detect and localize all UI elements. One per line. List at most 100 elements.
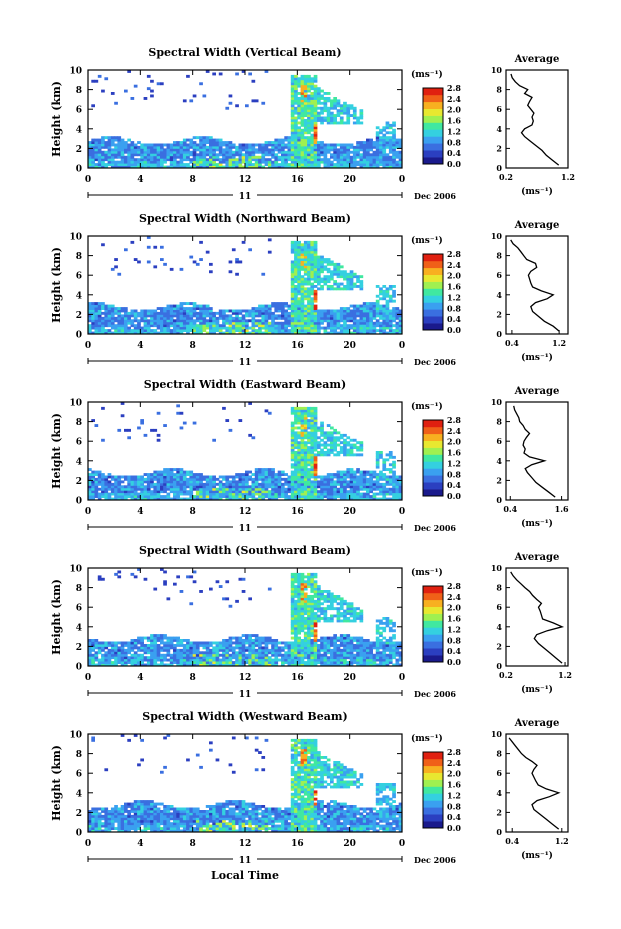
heatmap-cell	[274, 163, 279, 166]
heatmap-cell	[173, 331, 177, 335]
heatmap-cell	[209, 480, 213, 484]
heatmap-cell	[264, 163, 269, 166]
heatmap-cell	[369, 331, 373, 335]
heatmap-cell	[274, 331, 279, 335]
heatmap-cell	[310, 426, 315, 430]
heatmap-cell	[326, 158, 331, 162]
heatmap-cell	[104, 319, 109, 323]
heatmap-cell	[300, 277, 305, 281]
heatmap-cell	[91, 143, 95, 147]
heatmap-cell	[339, 329, 344, 332]
heatmap-cell	[369, 314, 373, 318]
heatmap-cell	[156, 411, 161, 415]
heatmap-cell	[209, 311, 213, 315]
heatmap-cell	[333, 497, 337, 501]
heatmap-cell	[392, 490, 396, 494]
heatmap-cell	[300, 133, 305, 137]
heatmap-cell	[133, 160, 138, 164]
x-tick-label: 4	[137, 341, 143, 351]
heatmap-cell	[97, 663, 102, 667]
heatmap-cell	[107, 145, 112, 149]
heatmap-cell	[235, 639, 239, 642]
heatmap-cell	[349, 309, 354, 313]
heatmap-cell	[326, 311, 331, 315]
heatmap-cell	[107, 321, 112, 325]
heatmap-cell	[264, 648, 269, 652]
heatmap-cell	[388, 285, 393, 288]
heatmap-cell	[310, 441, 315, 445]
heatmap-cell	[303, 419, 308, 422]
heatmap-cell	[320, 421, 324, 425]
heatmap-cell	[222, 487, 226, 491]
heatmap-cell	[124, 309, 128, 313]
heatmap-cell	[333, 438, 337, 442]
heatmap-cell	[297, 480, 301, 484]
heatmap-cell	[300, 438, 305, 442]
heatmap-cell	[336, 477, 341, 481]
heatmap-cell	[388, 165, 393, 169]
heatmap-cell	[176, 160, 180, 164]
heatmap-cell	[225, 651, 230, 655]
heatmap-cell	[362, 482, 367, 486]
heatmap-cell	[205, 250, 210, 254]
heatmap-cell	[395, 477, 400, 481]
heatmap-cell	[277, 326, 282, 330]
heatmap-cell	[205, 148, 210, 152]
heatmap-cell	[124, 155, 128, 159]
heatmap-cell	[222, 314, 226, 318]
heatmap-cell	[264, 409, 269, 413]
heatmap-cell	[228, 641, 233, 645]
heatmap-cell	[349, 287, 354, 291]
heatmap-cell	[166, 641, 171, 645]
heatmap-cell	[333, 148, 337, 152]
heatmap-cell	[261, 316, 266, 320]
heatmap-cell	[110, 92, 115, 95]
heatmap-cell	[189, 480, 194, 484]
heatmap-cell	[267, 314, 272, 318]
heatmap-cell	[290, 260, 295, 264]
heatmap-cell	[398, 314, 403, 318]
heatmap-cell	[88, 150, 92, 154]
heatmap-cell	[281, 329, 285, 332]
heatmap-cell	[254, 641, 259, 645]
heatmap-cell	[192, 324, 197, 328]
heatmap-cell	[169, 656, 174, 660]
heatmap-cell	[284, 136, 288, 140]
heatmap-cell	[343, 326, 347, 330]
heatmap-cell	[186, 148, 190, 152]
profile-y-tick-label: 0	[496, 329, 502, 339]
heatmap-cell	[117, 326, 122, 330]
heatmap-cell	[323, 282, 328, 286]
heatmap-cell	[307, 267, 311, 271]
heatmap-cell	[385, 304, 390, 308]
heatmap-cell	[91, 482, 95, 486]
heatmap-cell	[352, 485, 357, 489]
heatmap-cell	[238, 636, 243, 640]
heatmap-cell	[186, 492, 190, 496]
heatmap-cell	[91, 163, 95, 166]
heatmap-cell	[209, 477, 213, 481]
heatmap-cell	[346, 473, 351, 476]
heatmap-cell	[346, 309, 351, 313]
heatmap-cell	[375, 158, 380, 162]
panel-title: Spectral Width (Northward Beam)	[139, 212, 351, 225]
heatmap-cell	[173, 307, 177, 310]
heatmap-cell	[313, 465, 318, 469]
heatmap-cell	[195, 262, 200, 266]
heatmap-cell	[127, 314, 131, 318]
heatmap-cell	[349, 492, 354, 496]
heatmap-cell	[107, 487, 112, 491]
heatmap-cell	[91, 160, 95, 164]
heatmap-cell	[346, 453, 351, 457]
heatmap-cell	[297, 287, 301, 291]
heatmap-cell	[169, 158, 174, 162]
x-tick-label: 0	[85, 175, 91, 185]
heatmap-cell	[369, 480, 373, 484]
heatmap-cell	[297, 329, 301, 332]
heatmap-cell	[140, 419, 144, 422]
heatmap-cell	[104, 644, 109, 647]
heatmap-cell	[189, 485, 194, 489]
heatmap-cell	[284, 326, 288, 330]
heatmap-cell	[156, 648, 161, 652]
heatmap-cell	[91, 661, 95, 664]
